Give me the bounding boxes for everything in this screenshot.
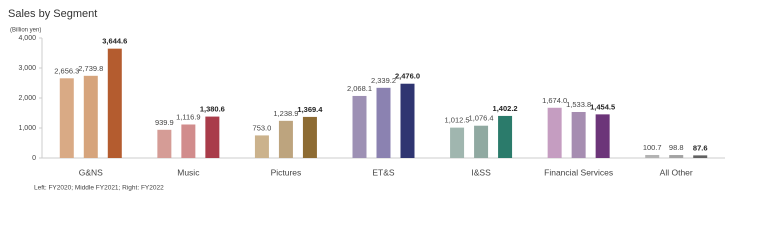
- chart-title: Sales by Segment: [8, 8, 97, 20]
- bar: [254, 135, 269, 158]
- bar: [59, 78, 74, 158]
- bar: [571, 111, 586, 158]
- category-label: G&NS: [79, 167, 103, 177]
- bar: [669, 155, 684, 158]
- value-label: 1,116.9: [176, 112, 200, 121]
- bar: [278, 120, 293, 158]
- category-label: All Other: [660, 167, 693, 177]
- bar: [376, 87, 391, 158]
- value-label: 1,674.0: [542, 96, 567, 105]
- value-label: 2,068.1: [347, 84, 372, 93]
- bar: [181, 124, 196, 158]
- bar: [450, 127, 465, 158]
- bar: [83, 75, 98, 158]
- bar: [645, 154, 660, 158]
- y-tick-label: 4,000: [18, 35, 36, 42]
- footnote: Left: FY2020; Middle FY2021; Right: FY20…: [34, 185, 164, 192]
- bar: [547, 107, 562, 158]
- category-label: Music: [177, 167, 200, 177]
- value-label: 1,076.4: [469, 114, 494, 123]
- y-tick-label: 0: [32, 155, 36, 162]
- bar: [205, 116, 220, 158]
- bar: [498, 115, 513, 158]
- bar: [595, 114, 610, 158]
- value-label: 1,238.9: [273, 109, 298, 118]
- value-label: 1,380.6: [200, 105, 225, 114]
- value-label: 3,644.6: [102, 37, 127, 46]
- bar: [474, 125, 489, 158]
- category-label: ET&S: [372, 167, 395, 177]
- value-label: 1,402.2: [493, 104, 518, 113]
- bar: [400, 83, 415, 158]
- value-label: 2,339.2: [371, 76, 396, 85]
- value-label: 1,012.5: [445, 116, 470, 125]
- value-label: 100.7: [643, 143, 662, 152]
- bar: [157, 129, 172, 158]
- y-tick-label: 1,000: [18, 125, 36, 132]
- y-tick-label: 2,000: [18, 95, 36, 102]
- value-label: 939.9: [155, 118, 174, 127]
- bar: [107, 48, 122, 158]
- value-label: 2,739.8: [78, 64, 103, 73]
- y-tick-label: 3,000: [18, 65, 36, 72]
- value-label: 2,476.0: [395, 72, 420, 81]
- category-label: Pictures: [271, 167, 302, 177]
- value-label: 1,454.5: [590, 102, 615, 111]
- value-label: 1,369.4: [297, 105, 323, 114]
- page: Sales by Segment (Billion yen) Left: FY2…: [8, 7, 725, 192]
- chart: Sales by Segment (Billion yen) Left: FY2…: [8, 8, 725, 192]
- value-label: 753.0: [253, 123, 272, 132]
- category-label: I&SS: [471, 167, 491, 177]
- value-label: 87.6: [693, 143, 708, 152]
- y-axis-label: (Billion yen): [10, 28, 41, 34]
- value-label: 1,533.8: [566, 100, 591, 109]
- bar: [352, 95, 367, 158]
- bar: [302, 116, 317, 158]
- value-label: 2,656.3: [54, 66, 79, 75]
- value-label: 98.8: [669, 143, 684, 152]
- category-label: Financial Services: [544, 167, 613, 177]
- bar: [693, 155, 708, 158]
